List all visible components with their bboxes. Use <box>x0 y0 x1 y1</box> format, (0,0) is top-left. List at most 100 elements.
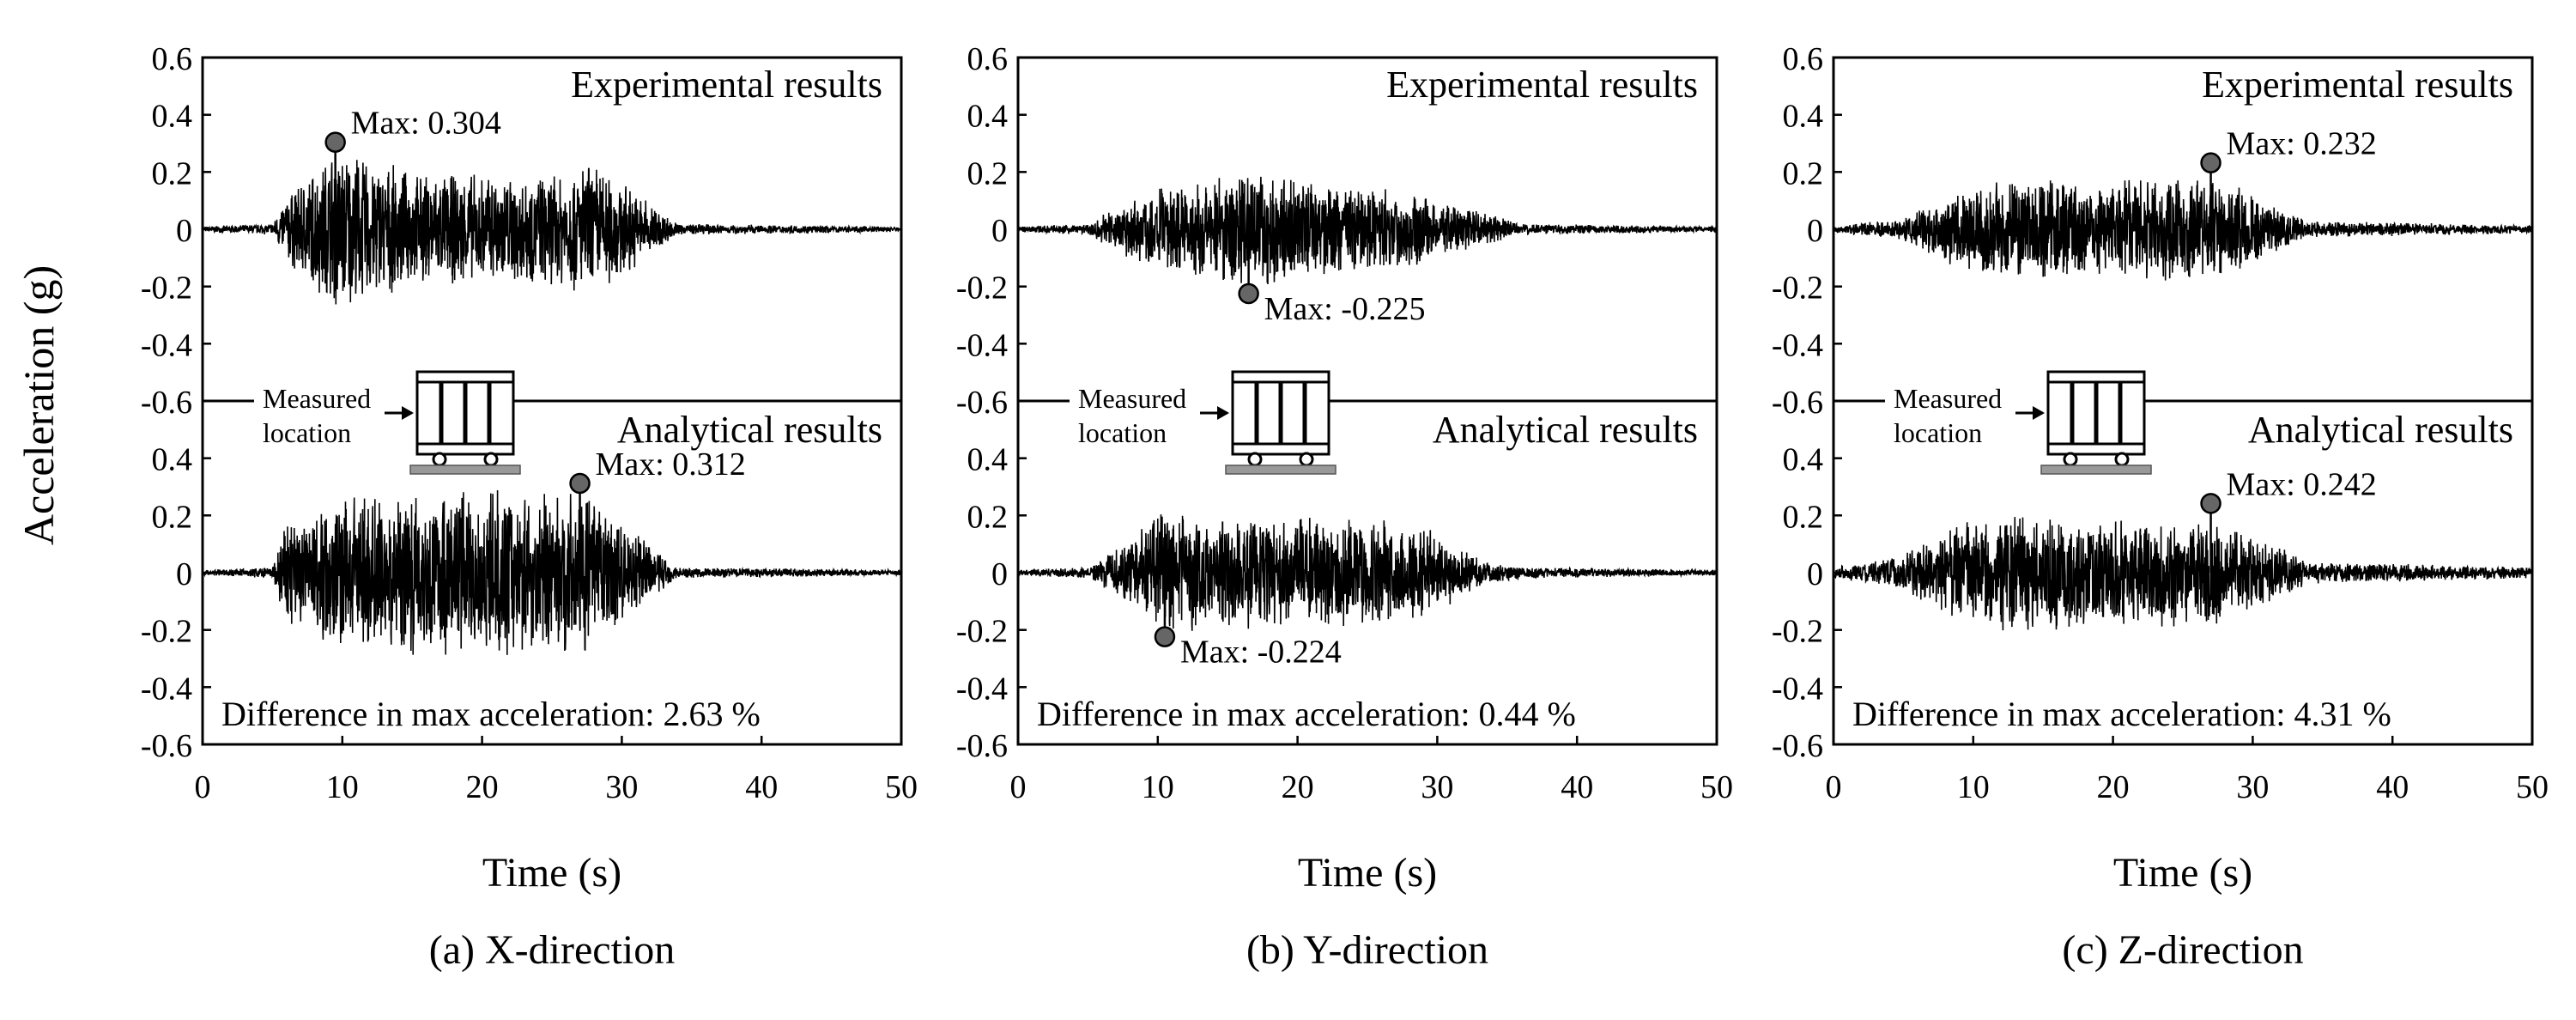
x-tick-label: 30 <box>1421 769 1453 805</box>
max-label: Max: 0.304 <box>351 106 501 142</box>
difference-note: Difference in max acceleration: 2.63 % <box>221 695 761 733</box>
panels: 0.6 0.4 0.2 0 -0.2 -0.4 -0.6 0.4 0.2 0 -0.2 -0.4 -0.… <box>141 41 2549 973</box>
difference-note: Difference in max acceleration: 0.44 % <box>1037 695 1576 733</box>
y-axis-label: Acceleration (g) <box>15 265 63 545</box>
y-tick-label: -0.4 <box>141 327 192 363</box>
structure-ground <box>1225 464 1336 475</box>
y-tick-label: 0.2 <box>152 155 193 191</box>
x-tick-label: 30 <box>605 769 638 805</box>
max-marker <box>324 131 346 153</box>
y-tick-label: 0.6 <box>967 41 1009 77</box>
series-line-analytical <box>1017 514 1718 631</box>
y-tick-label: -0.2 <box>956 614 1008 650</box>
x-axis-label: Time (s) <box>482 850 621 896</box>
y-tick-label: -0.2 <box>141 614 192 650</box>
inset-label-line2: location <box>263 417 351 448</box>
y-tick-label: 0.2 <box>967 499 1009 535</box>
difference-note: Difference in max acceleration: 4.31 % <box>1852 695 2391 733</box>
y-tick-label: 0.2 <box>152 499 193 535</box>
structure-roller <box>1299 452 1314 467</box>
y-tick-label: 0 <box>1807 213 1823 249</box>
y-tick-label: 0 <box>176 556 192 592</box>
structure-roller <box>483 452 499 467</box>
y-tick-label: 0.6 <box>1783 41 1824 77</box>
y-tick-label: 0.4 <box>152 442 193 478</box>
max-label: Max: 0.232 <box>2227 126 2377 162</box>
y-tick-label: -0.6 <box>141 385 192 421</box>
series-line-experimental <box>1017 176 1718 285</box>
arrow-head <box>2033 406 2045 420</box>
y-tick-label: -0.6 <box>1772 728 1823 764</box>
series-title: Analytical results <box>2248 409 2513 451</box>
x-axis-label: Time (s) <box>1298 850 1437 896</box>
max-label: Max: -0.225 <box>1264 291 1426 327</box>
max-marker <box>1238 282 1259 305</box>
y-tick-label: 0 <box>1807 556 1823 592</box>
panel-caption: (c) Z-direction <box>2062 927 2303 973</box>
x-tick-label: 20 <box>2097 769 2130 805</box>
y-tick-label: 0 <box>991 213 1008 249</box>
x-tick-label: 50 <box>2516 769 2549 805</box>
x-tick-label: 10 <box>1142 769 1174 805</box>
x-tick-label: 10 <box>1957 769 1990 805</box>
y-tick-label: 0.4 <box>967 442 1009 478</box>
inset-label-line2: location <box>1894 417 1982 448</box>
inset-label-line1: Measured <box>1894 383 2002 414</box>
series-title: Experimental results <box>571 64 882 106</box>
inset-label-line2: location <box>1078 417 1167 448</box>
y-tick-label: -0.6 <box>956 728 1008 764</box>
y-tick-label: -0.4 <box>1772 327 1823 363</box>
panel-2: 0.6 0.4 0.2 0 -0.2 -0.4 -0.6 0.4 0.2 0 -0.2 -0.4 -0.… <box>956 41 1733 973</box>
y-tick-label: 0 <box>176 213 192 249</box>
series-line-experimental <box>1833 179 2533 281</box>
max-marker <box>569 472 591 495</box>
max-marker <box>2200 152 2221 173</box>
max-label: Max: -0.224 <box>1180 634 1342 671</box>
y-tick-label: -0.4 <box>956 671 1008 707</box>
x-tick-label: 50 <box>1700 769 1733 805</box>
x-tick-label: 0 <box>1010 769 1027 805</box>
structure-roller <box>2063 452 2078 467</box>
panel-3: 0.6 0.4 0.2 0 -0.2 -0.4 -0.6 0.4 0.2 0 -0.2 -0.4 -0.… <box>1772 41 2549 973</box>
x-tick-label: 40 <box>2376 769 2409 805</box>
x-tick-label: 10 <box>326 769 359 805</box>
structure-roller <box>432 452 447 467</box>
y-tick-label: -0.2 <box>1772 270 1823 307</box>
series-line-analytical <box>1833 517 2533 631</box>
x-tick-label: 40 <box>745 769 778 805</box>
series-line-experimental <box>202 160 902 305</box>
structure-ground <box>2040 464 2152 475</box>
structure-ground <box>409 464 521 475</box>
max-marker <box>1154 626 1176 647</box>
y-tick-label: -0.4 <box>956 327 1008 363</box>
max-label: Max: 0.312 <box>596 446 746 483</box>
max-label: Max: 0.242 <box>2227 466 2377 502</box>
y-tick-label: -0.4 <box>141 671 192 707</box>
x-tick-label: 0 <box>1826 769 1842 805</box>
series-title: Analytical results <box>617 409 882 451</box>
y-tick-label: -0.4 <box>1772 671 1823 707</box>
x-tick-label: 30 <box>2236 769 2269 805</box>
structure-roller <box>1247 452 1263 467</box>
y-tick-label: 0.4 <box>152 99 193 135</box>
x-tick-label: 40 <box>1561 769 1593 805</box>
series-line-analytical <box>202 489 902 655</box>
inset-label-line1: Measured <box>263 383 371 414</box>
y-tick-label: 0.4 <box>1783 442 1824 478</box>
y-tick-label: 0.4 <box>1783 99 1824 135</box>
x-axis-label: Time (s) <box>2113 850 2252 896</box>
y-tick-label: -0.6 <box>1772 385 1823 421</box>
panel-caption: (b) Y-direction <box>1246 927 1488 973</box>
y-tick-label: 0.4 <box>967 99 1009 135</box>
structure-roller <box>2114 452 2130 467</box>
y-tick-label: -0.2 <box>141 270 192 307</box>
y-tick-label: 0.6 <box>152 41 193 77</box>
y-tick-label: -0.2 <box>956 270 1008 307</box>
y-tick-label: 0.2 <box>1783 499 1824 535</box>
panel-caption: (a) X-direction <box>429 927 676 973</box>
series-title: Experimental results <box>1386 64 1698 106</box>
